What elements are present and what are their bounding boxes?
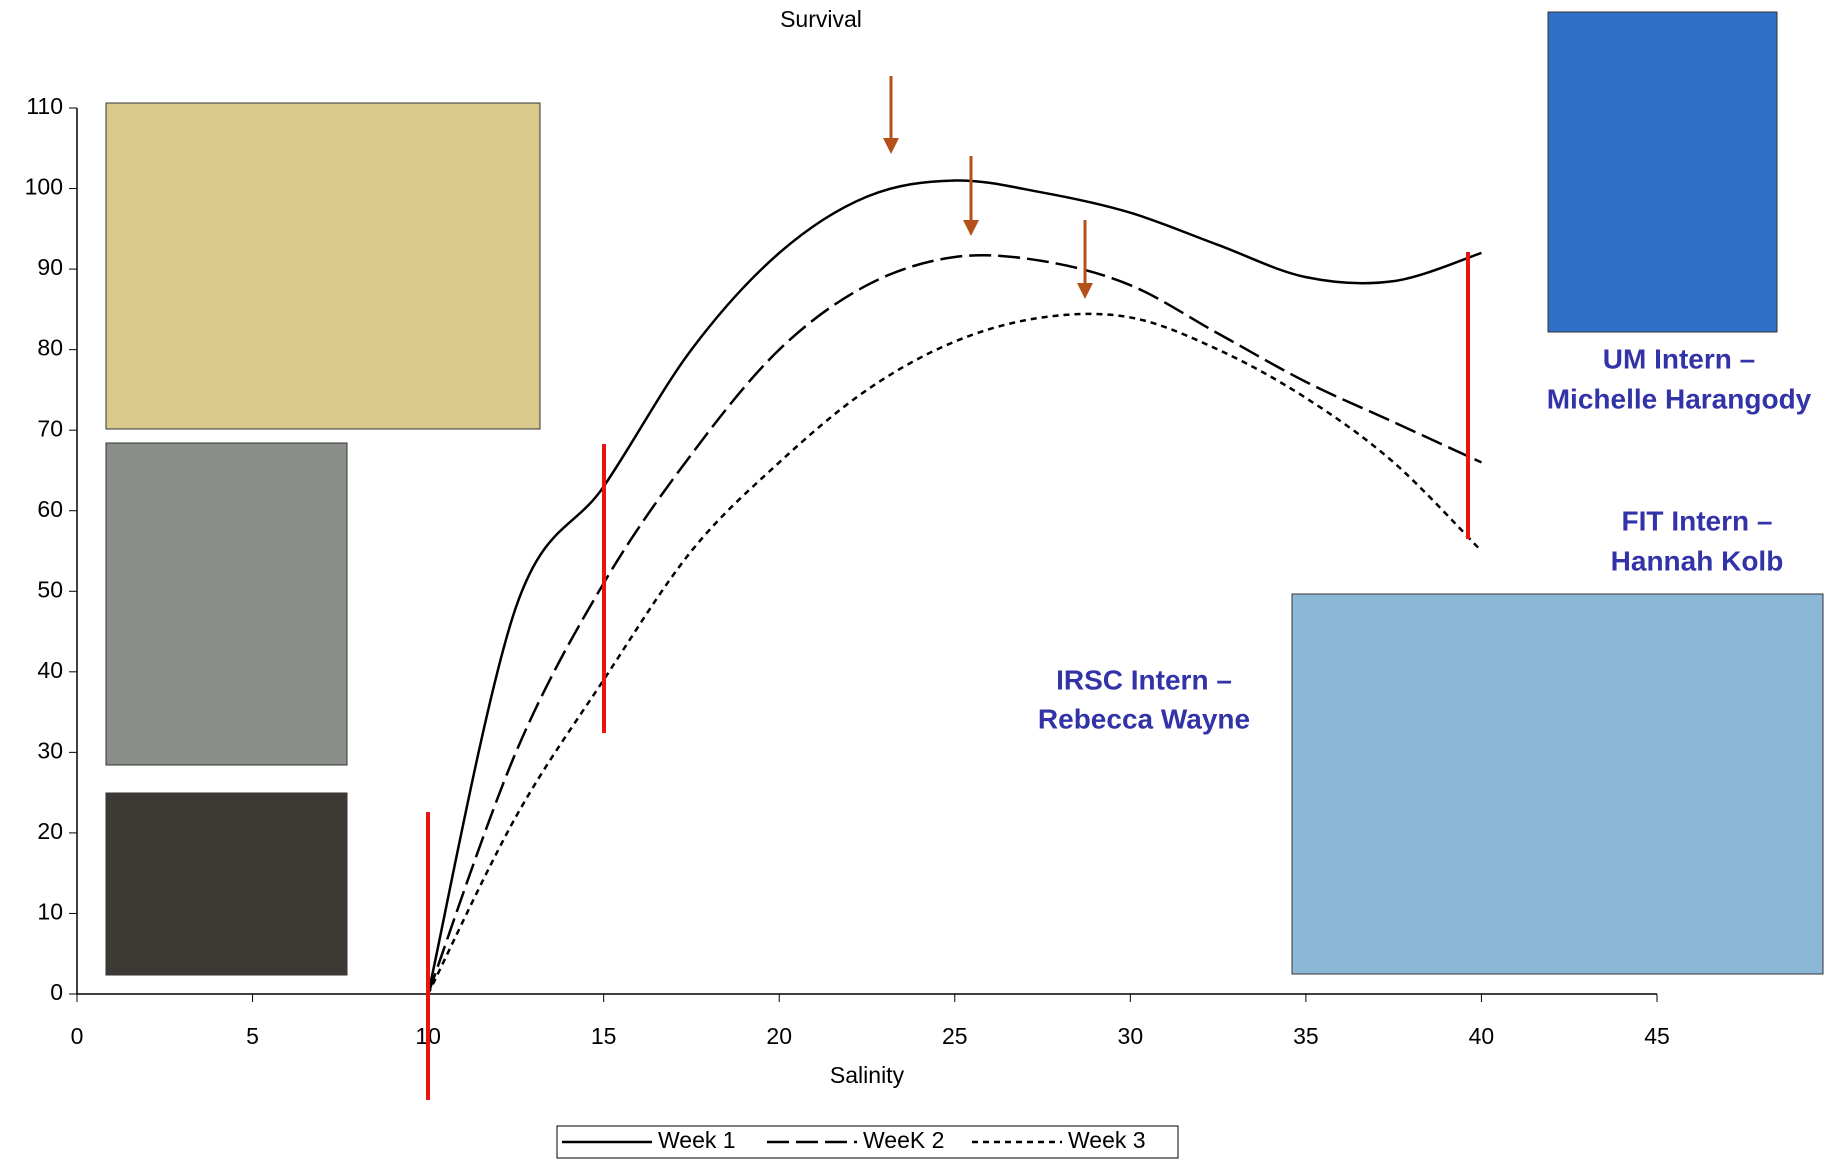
photo [105, 102, 541, 430]
annotation: UM Intern – [1603, 343, 1755, 374]
x-tick-label: 45 [1644, 1023, 1670, 1049]
y-tick-label: 40 [37, 657, 63, 683]
y-tick-label: 80 [37, 335, 63, 361]
y-tick-label: 10 [37, 899, 63, 925]
photo [105, 792, 348, 976]
y-tick-label: 100 [25, 174, 63, 200]
annotation: Michelle Harangody [1547, 383, 1812, 414]
photo [1291, 593, 1824, 975]
y-tick-label: 30 [37, 737, 63, 763]
x-tick-label: 5 [246, 1023, 259, 1049]
series-line [426, 179, 1482, 995]
x-tick-label: 35 [1293, 1023, 1319, 1049]
annotation: Rebecca Wayne [1038, 703, 1250, 734]
photo [1547, 11, 1778, 333]
x-tick-label: 15 [591, 1023, 617, 1049]
annotation: Hannah Kolb [1611, 545, 1784, 576]
x-tick-label: 25 [942, 1023, 968, 1049]
markers [426, 76, 1470, 1100]
legend-box [556, 1125, 1179, 1159]
series-line [426, 253, 1482, 995]
x-axis-label: Salinity [830, 1062, 905, 1088]
plot: 0102030405060708090100110051015202530354… [25, 93, 1670, 1049]
x-tick-label: 20 [766, 1023, 792, 1049]
y-tick-label: 70 [37, 415, 63, 441]
y-tick-label: 0 [50, 979, 63, 1005]
series-line [426, 312, 1483, 995]
y-tick-label: 90 [37, 254, 63, 280]
y-tick-label: 50 [37, 576, 63, 602]
arrow-head [1077, 283, 1093, 299]
x-tick-label: 0 [71, 1023, 84, 1049]
photos [105, 11, 1824, 976]
x-tick-label: 30 [1118, 1023, 1144, 1049]
y-tick-label: 20 [37, 818, 63, 844]
annotation: IRSC Intern – [1056, 664, 1232, 695]
annotation: FIT Intern – [1622, 505, 1773, 536]
legend-label: Week 1 [658, 1127, 736, 1153]
photo [105, 442, 348, 766]
y-tick-label: 110 [26, 93, 63, 119]
arrow-head [963, 220, 979, 236]
chart-title: Survival [780, 6, 862, 32]
legend-label: WeeK 2 [863, 1127, 944, 1153]
y-tick-label: 60 [37, 496, 63, 522]
legend-label: Week 3 [1068, 1127, 1146, 1153]
arrow-head [883, 138, 899, 154]
x-tick-label: 40 [1469, 1023, 1495, 1049]
